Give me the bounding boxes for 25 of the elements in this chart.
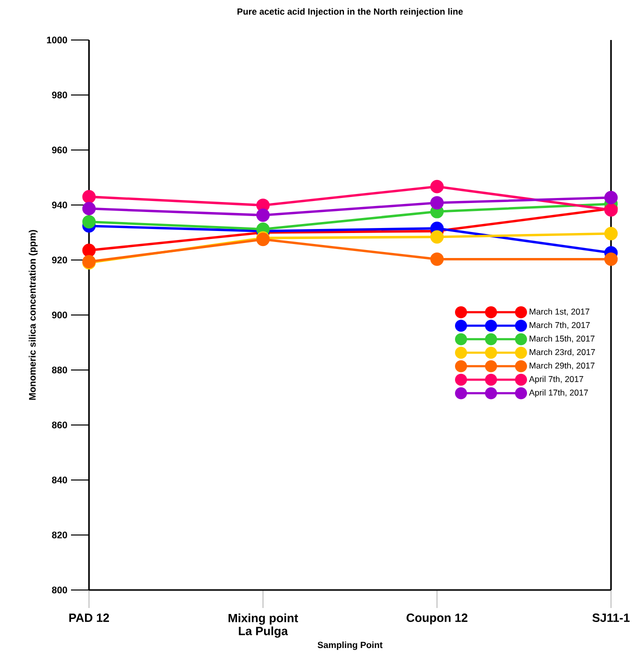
legend-label: March 7th, 2017: [530, 322, 590, 330]
y-tick-label: 940: [52, 202, 68, 208]
x-tick-label: Mixing point La Pulga: [228, 614, 298, 638]
y-tick-label: 900: [52, 312, 68, 318]
y-tick-label: 860: [52, 422, 68, 428]
legend-label: March 29th, 2017: [530, 362, 594, 370]
legend-label: March 23rd, 2017: [530, 348, 595, 356]
x-axis-title: Sampling Point: [318, 642, 383, 650]
x-tick-label: SJ11-1: [592, 614, 630, 622]
legend-label: March 15th, 2017: [530, 335, 594, 343]
legend-label: April 7th, 2017: [529, 376, 584, 384]
legend-label: March 1st, 2017: [530, 308, 590, 316]
y-tick-label: 840: [52, 476, 68, 484]
x-tick-label: Coupon 12: [406, 614, 468, 624]
y-tick-label: 1000: [47, 36, 68, 44]
legend-label: April 17th, 2017: [529, 389, 588, 398]
y-tick-label: 920: [52, 256, 68, 264]
y-tick-label: 980: [52, 92, 68, 98]
y-axis-title: Monomeric silica concentration (ppm): [28, 230, 38, 400]
y-tick-label: 820: [52, 532, 68, 538]
y-tick-label: 880: [52, 366, 68, 374]
y-tick-label: 960: [52, 146, 68, 154]
chart-title: Pure acetic acid Injection in the North reinjection line: [237, 8, 463, 16]
y-tick-label: 800: [52, 586, 68, 594]
x-tick-label: PAD 12: [69, 614, 109, 622]
